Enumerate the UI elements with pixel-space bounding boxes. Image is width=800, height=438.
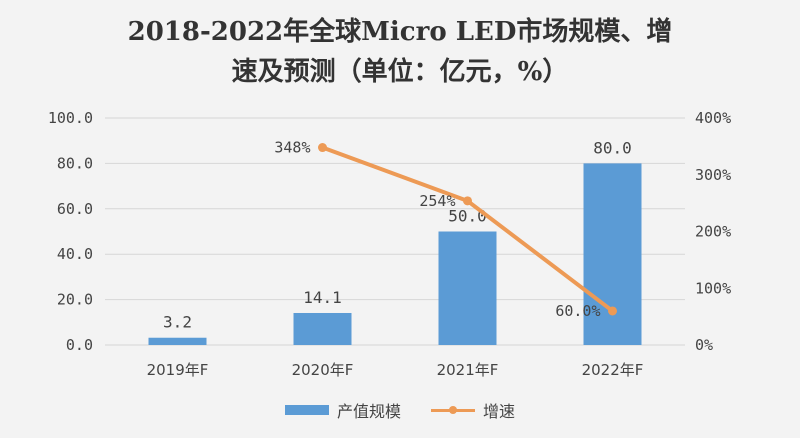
x-tick: 2019年F — [147, 361, 209, 379]
line-point — [608, 306, 617, 316]
bar-label: 14.1 — [303, 288, 342, 307]
y-left-tick: 60.0 — [57, 200, 93, 218]
y-left-tick: 0.0 — [66, 336, 93, 354]
legend-item-line: 增速 — [431, 398, 515, 422]
chart-title-line1: 2018-2022年全球Micro LED市场规模、增 — [127, 17, 673, 47]
x-tick: 2020年F — [292, 361, 354, 379]
legend-swatch-line — [431, 405, 475, 414]
legend-item-bar: 产值规模 — [284, 398, 401, 422]
bar — [293, 312, 352, 345]
line-label: 254% — [419, 192, 455, 210]
bar — [148, 337, 207, 345]
legend-swatch-bar — [284, 405, 329, 415]
y-left-tick: 100.0 — [48, 109, 93, 127]
y-left-tick: 20.0 — [57, 291, 93, 309]
line-point — [318, 143, 327, 153]
bar-label: 80.0 — [593, 138, 632, 157]
bar — [438, 231, 497, 345]
line-label: 60.0% — [555, 302, 600, 320]
legend: 产值规模 增速 — [0, 398, 800, 422]
legend-label-line: 增速 — [483, 402, 516, 421]
bar-label: 3.2 — [163, 313, 192, 332]
y-right-tick: 0% — [695, 336, 713, 354]
y-right-tick: 100% — [695, 279, 731, 297]
bar-label: 50.0 — [448, 207, 487, 226]
line-point — [463, 196, 472, 206]
x-tick: 2021年F — [437, 361, 499, 379]
y-right-tick: 400% — [695, 109, 731, 127]
y-left-tick: 80.0 — [57, 154, 93, 172]
line-label: 348% — [274, 139, 310, 157]
y-left-tick: 40.0 — [57, 245, 93, 263]
x-tick: 2022年F — [582, 361, 644, 379]
chart-title-line2: 速及预测（单位：亿元，%） — [231, 57, 569, 87]
y-right-tick: 200% — [695, 223, 731, 241]
y-right-tick: 300% — [695, 166, 731, 184]
legend-label-bar: 产值规模 — [336, 402, 401, 421]
